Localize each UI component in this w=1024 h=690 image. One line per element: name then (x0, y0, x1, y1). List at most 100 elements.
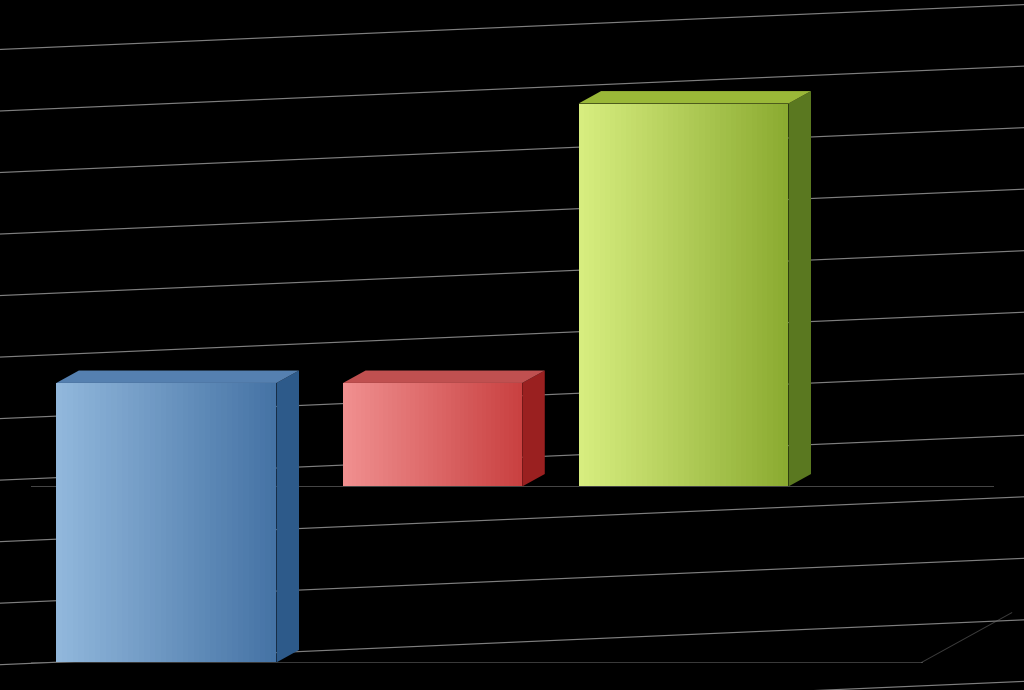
Polygon shape (356, 383, 361, 486)
Polygon shape (370, 383, 375, 486)
Polygon shape (513, 383, 518, 486)
Polygon shape (105, 383, 112, 662)
Polygon shape (205, 383, 211, 662)
Polygon shape (486, 383, 490, 486)
Polygon shape (112, 383, 117, 662)
Polygon shape (441, 383, 446, 486)
Polygon shape (144, 383, 150, 662)
Polygon shape (379, 383, 383, 486)
Polygon shape (260, 383, 265, 662)
Polygon shape (352, 383, 356, 486)
Polygon shape (455, 383, 460, 486)
Polygon shape (589, 104, 594, 486)
Polygon shape (490, 383, 496, 486)
Polygon shape (68, 383, 73, 662)
Polygon shape (249, 383, 254, 662)
Polygon shape (482, 383, 486, 486)
Polygon shape (636, 104, 641, 486)
Polygon shape (401, 383, 406, 486)
Polygon shape (610, 104, 615, 486)
Polygon shape (188, 383, 194, 662)
Polygon shape (61, 383, 68, 662)
Polygon shape (227, 383, 232, 662)
Polygon shape (599, 104, 605, 486)
Polygon shape (150, 383, 156, 662)
Polygon shape (500, 383, 505, 486)
Polygon shape (392, 383, 397, 486)
Polygon shape (736, 104, 741, 486)
Polygon shape (166, 383, 172, 662)
Polygon shape (731, 104, 736, 486)
Polygon shape (689, 104, 694, 486)
Polygon shape (469, 383, 473, 486)
Polygon shape (518, 383, 522, 486)
Polygon shape (254, 383, 260, 662)
Polygon shape (437, 383, 441, 486)
Polygon shape (343, 371, 545, 383)
Polygon shape (684, 104, 689, 486)
Polygon shape (446, 383, 451, 486)
Polygon shape (133, 383, 139, 662)
Polygon shape (505, 383, 509, 486)
Polygon shape (428, 383, 432, 486)
Polygon shape (366, 383, 370, 486)
Polygon shape (139, 383, 144, 662)
Polygon shape (725, 104, 731, 486)
Polygon shape (615, 104, 621, 486)
Polygon shape (746, 104, 752, 486)
Polygon shape (699, 104, 705, 486)
Polygon shape (156, 383, 161, 662)
Polygon shape (238, 383, 244, 662)
Polygon shape (631, 104, 636, 486)
Polygon shape (477, 383, 482, 486)
Polygon shape (194, 383, 200, 662)
Polygon shape (715, 104, 720, 486)
Polygon shape (216, 383, 221, 662)
Polygon shape (788, 91, 811, 486)
Polygon shape (232, 383, 238, 662)
Polygon shape (375, 383, 379, 486)
Polygon shape (117, 383, 123, 662)
Polygon shape (343, 383, 347, 486)
Polygon shape (271, 383, 276, 662)
Polygon shape (211, 383, 216, 662)
Polygon shape (594, 104, 599, 486)
Polygon shape (741, 104, 746, 486)
Polygon shape (56, 371, 299, 383)
Polygon shape (415, 383, 419, 486)
Polygon shape (710, 104, 715, 486)
Polygon shape (522, 371, 545, 486)
Polygon shape (388, 383, 392, 486)
Polygon shape (123, 383, 128, 662)
Polygon shape (762, 104, 768, 486)
Polygon shape (460, 383, 464, 486)
Polygon shape (276, 371, 299, 662)
Polygon shape (172, 383, 177, 662)
Polygon shape (621, 104, 626, 486)
Polygon shape (464, 383, 469, 486)
Polygon shape (694, 104, 699, 486)
Polygon shape (647, 104, 652, 486)
Polygon shape (177, 383, 183, 662)
Polygon shape (473, 383, 477, 486)
Polygon shape (73, 383, 78, 662)
Polygon shape (100, 383, 105, 662)
Polygon shape (383, 383, 388, 486)
Polygon shape (652, 104, 657, 486)
Polygon shape (78, 383, 84, 662)
Polygon shape (84, 383, 89, 662)
Polygon shape (509, 383, 513, 486)
Polygon shape (89, 383, 95, 662)
Polygon shape (678, 104, 684, 486)
Polygon shape (768, 104, 773, 486)
Polygon shape (419, 383, 424, 486)
Polygon shape (347, 383, 352, 486)
Polygon shape (605, 104, 610, 486)
Polygon shape (778, 104, 783, 486)
Polygon shape (757, 104, 762, 486)
Polygon shape (720, 104, 725, 486)
Polygon shape (221, 383, 227, 662)
Polygon shape (773, 104, 778, 486)
Polygon shape (397, 383, 401, 486)
Polygon shape (496, 383, 500, 486)
